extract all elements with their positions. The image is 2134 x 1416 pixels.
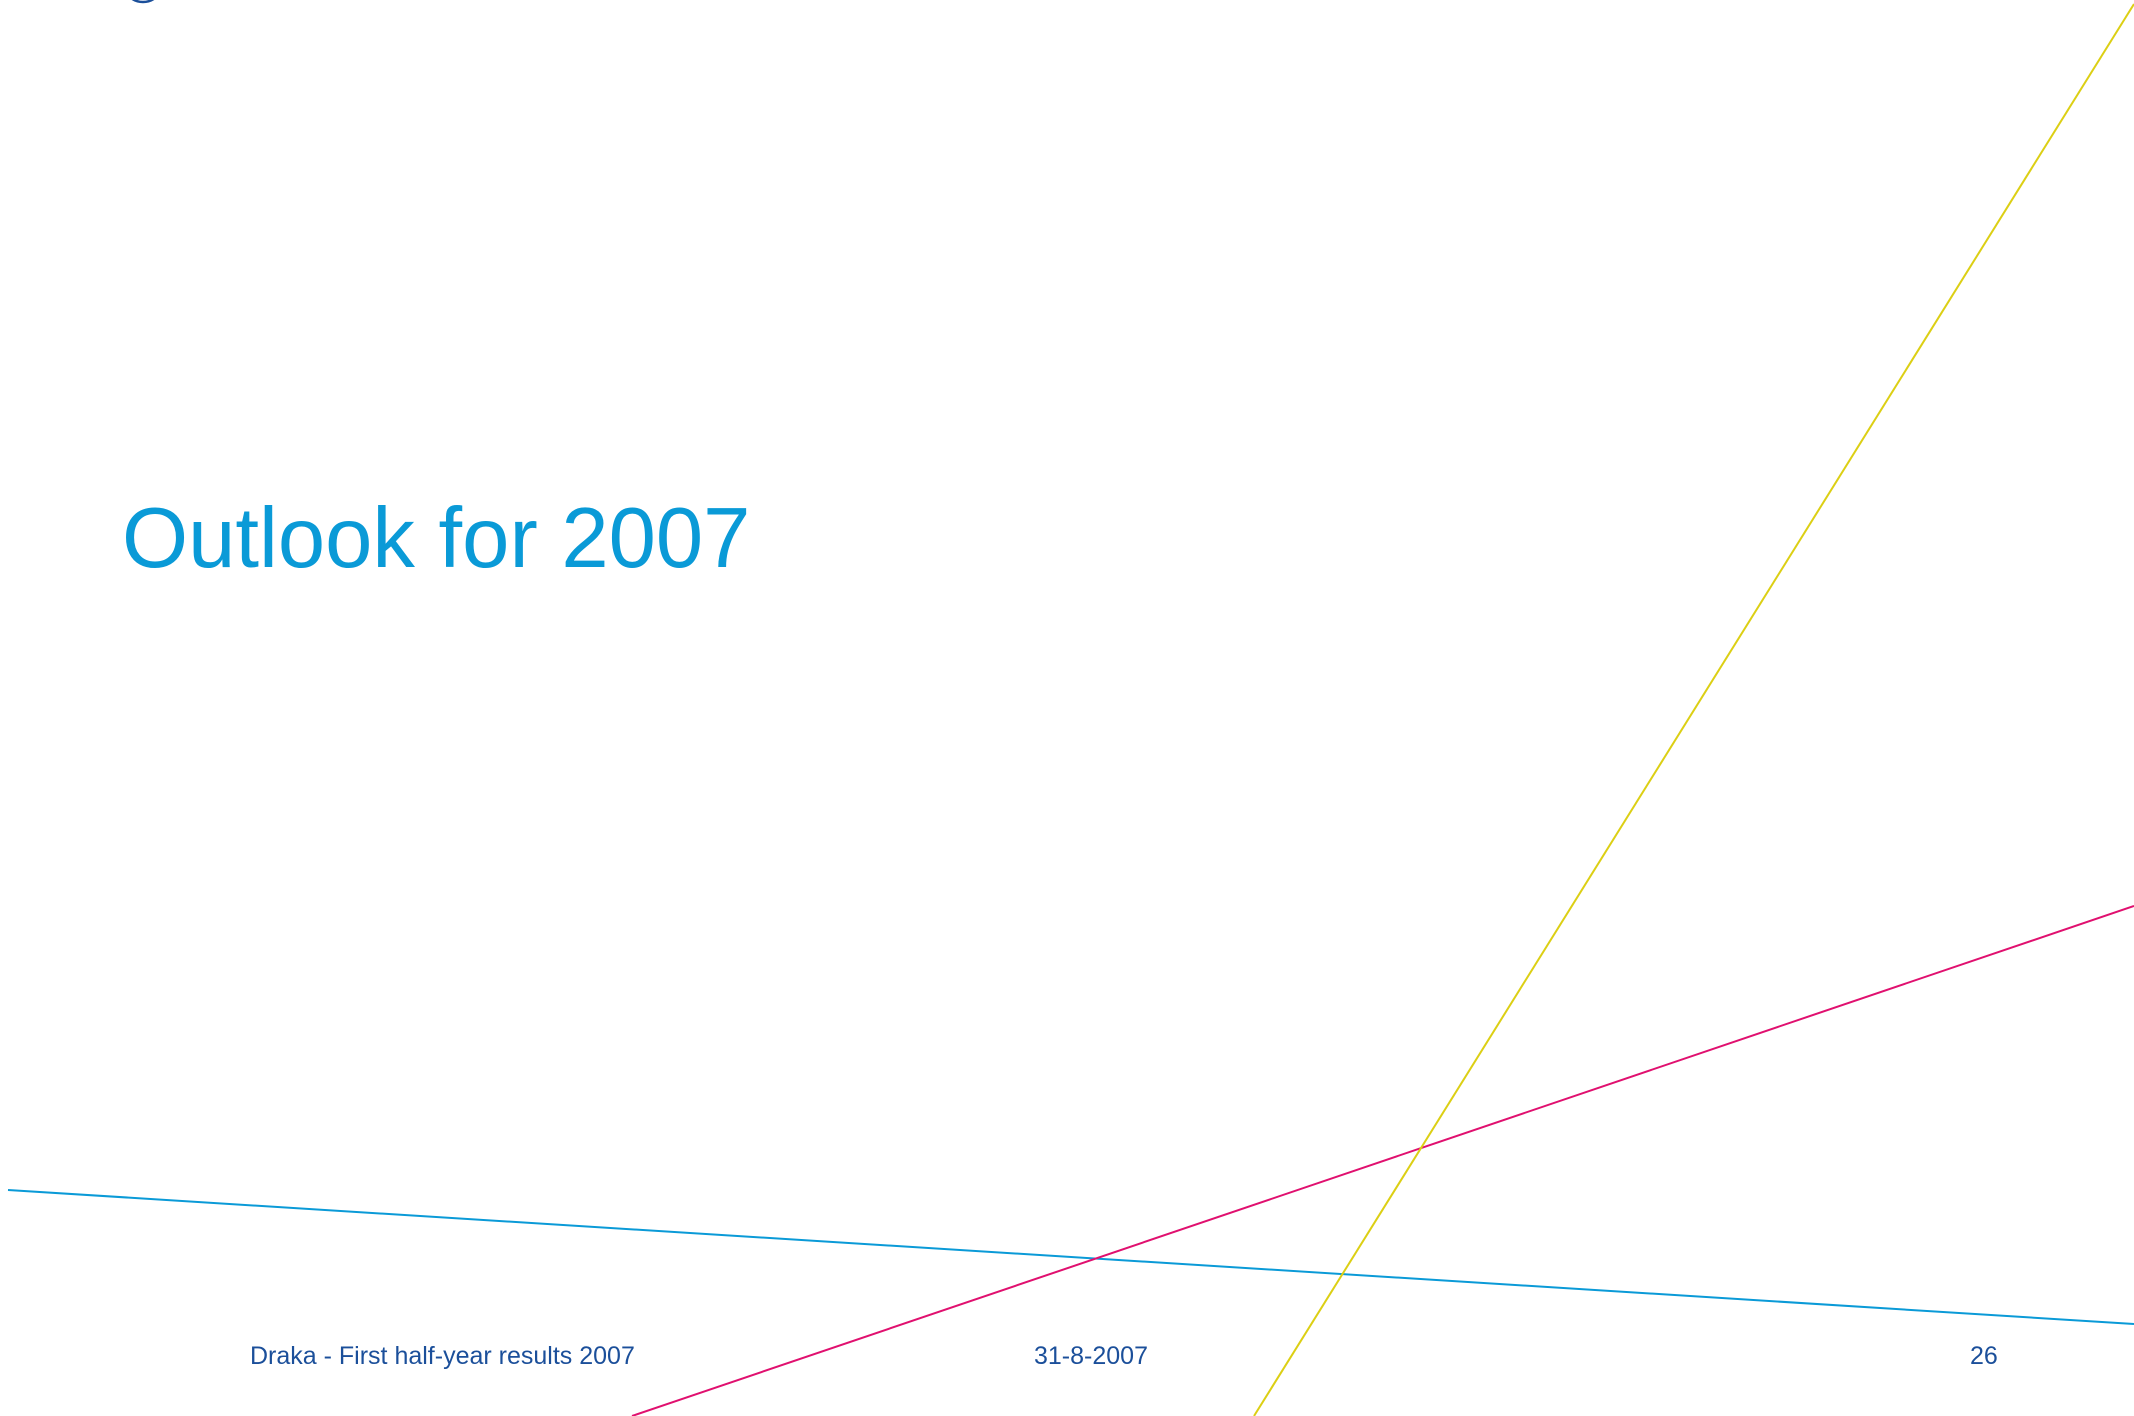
- footer-date: 31-8-2007: [1034, 1342, 1148, 1370]
- footer-page-number: 26: [1970, 1342, 1998, 1370]
- slide-title: Outlook for 2007: [122, 491, 751, 586]
- yellow-decor-line: [1253, 3, 2134, 1416]
- blue-decor-line: [7, 1189, 2134, 1325]
- globe-logo-icon: [131, 0, 155, 4]
- magenta-decor-line: [631, 905, 2134, 1416]
- footer-presentation-name: Draka - First half-year results 2007: [250, 1342, 635, 1370]
